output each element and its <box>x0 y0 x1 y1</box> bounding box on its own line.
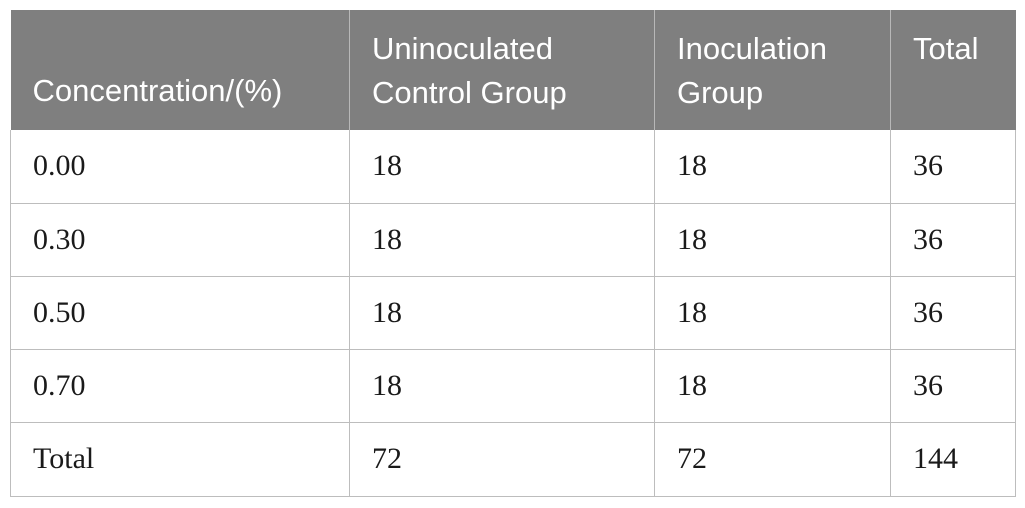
cell-grand-total: 144 <box>890 422 1016 497</box>
cell-total: 36 <box>890 203 1016 277</box>
data-table-container: Concentration/(%) Uninoculated Control G… <box>10 10 1016 497</box>
cell-inoculation: 18 <box>654 276 891 350</box>
table-row: 0.30 18 18 36 <box>10 203 1016 277</box>
header-uninoculated-control-group: Uninoculated Control Group <box>349 10 655 130</box>
cell-total: 36 <box>890 349 1016 423</box>
cell-concentration: 0.50 <box>10 276 350 350</box>
cell-total-label: Total <box>10 422 350 497</box>
cell-total: 36 <box>890 276 1016 350</box>
cell-uninoculated: 18 <box>349 276 655 350</box>
cell-concentration: 0.70 <box>10 349 350 423</box>
cell-uninoculated-total: 72 <box>349 422 655 497</box>
table-row: 0.70 18 18 36 <box>10 349 1016 423</box>
header-row: Concentration/(%) Uninoculated Control G… <box>10 10 1016 130</box>
cell-uninoculated: 18 <box>349 130 655 204</box>
table-header: Concentration/(%) Uninoculated Control G… <box>10 10 1016 130</box>
cell-uninoculated: 18 <box>349 203 655 277</box>
table-row: 0.00 18 18 36 <box>10 130 1016 204</box>
table-row-total: Total 72 72 144 <box>10 422 1016 497</box>
table-body: 0.00 18 18 36 0.30 18 18 36 0.50 18 18 3… <box>10 130 1016 497</box>
cell-concentration: 0.30 <box>10 203 350 277</box>
cell-inoculation: 18 <box>654 349 891 423</box>
cell-inoculation: 18 <box>654 203 891 277</box>
cell-inoculation: 18 <box>654 130 891 204</box>
cell-inoculation-total: 72 <box>654 422 891 497</box>
header-concentration: Concentration/(%) <box>10 10 350 130</box>
table-row: 0.50 18 18 36 <box>10 276 1016 350</box>
cell-concentration: 0.00 <box>10 130 350 204</box>
cell-total: 36 <box>890 130 1016 204</box>
header-total: Total <box>890 10 1016 130</box>
cell-uninoculated: 18 <box>349 349 655 423</box>
header-inoculation-group: Inoculation Group <box>654 10 891 130</box>
data-table: Concentration/(%) Uninoculated Control G… <box>10 10 1016 497</box>
